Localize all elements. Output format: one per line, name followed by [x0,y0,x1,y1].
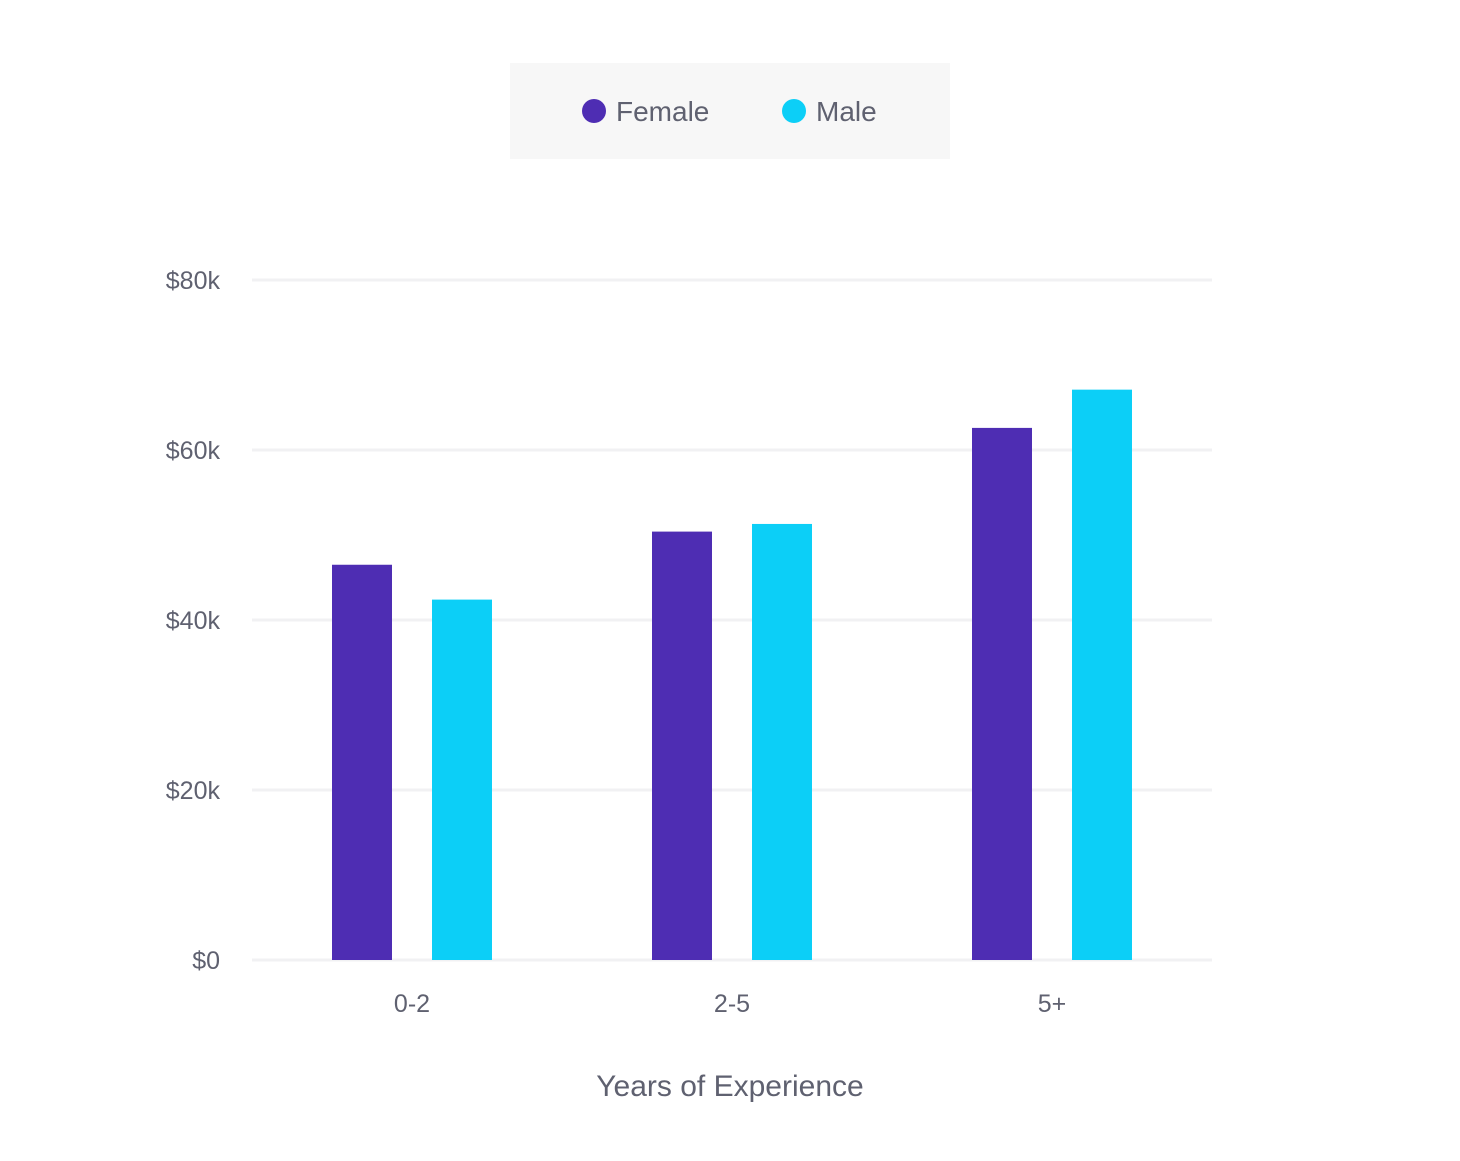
x-tick-label-1: 2-5 [714,990,750,1018]
legend-swatch-male [782,99,806,123]
y-axis-ticks: $0 $20k $40k $60k $80k [166,267,221,975]
bar-female-0 [332,564,392,960]
bar-male-0 [432,599,492,960]
legend-label-male: Male [816,96,877,127]
y-tick-label-3: $60k [166,437,221,465]
y-tick-label-0: $0 [192,947,220,975]
legend: Female Male [510,63,950,159]
x-axis-title: Years of Experience [596,1070,863,1103]
x-axis-ticks: 0-2 2-5 5+ [394,990,1066,1018]
legend-background [510,63,950,159]
legend-label-female: Female [616,96,709,127]
x-tick-label-2: 5+ [1038,990,1067,1018]
y-tick-label-4: $80k [166,267,221,295]
y-tick-label-2: $40k [166,607,221,635]
bar-female-2 [972,427,1032,960]
bars [332,389,1132,960]
x-tick-label-0: 0-2 [394,990,430,1018]
bar-female-1 [652,531,712,960]
gridlines [252,278,1212,962]
bar-male-1 [752,523,812,960]
y-tick-label-1: $20k [166,777,221,805]
bar-male-2 [1072,389,1132,960]
legend-swatch-female [582,99,606,123]
